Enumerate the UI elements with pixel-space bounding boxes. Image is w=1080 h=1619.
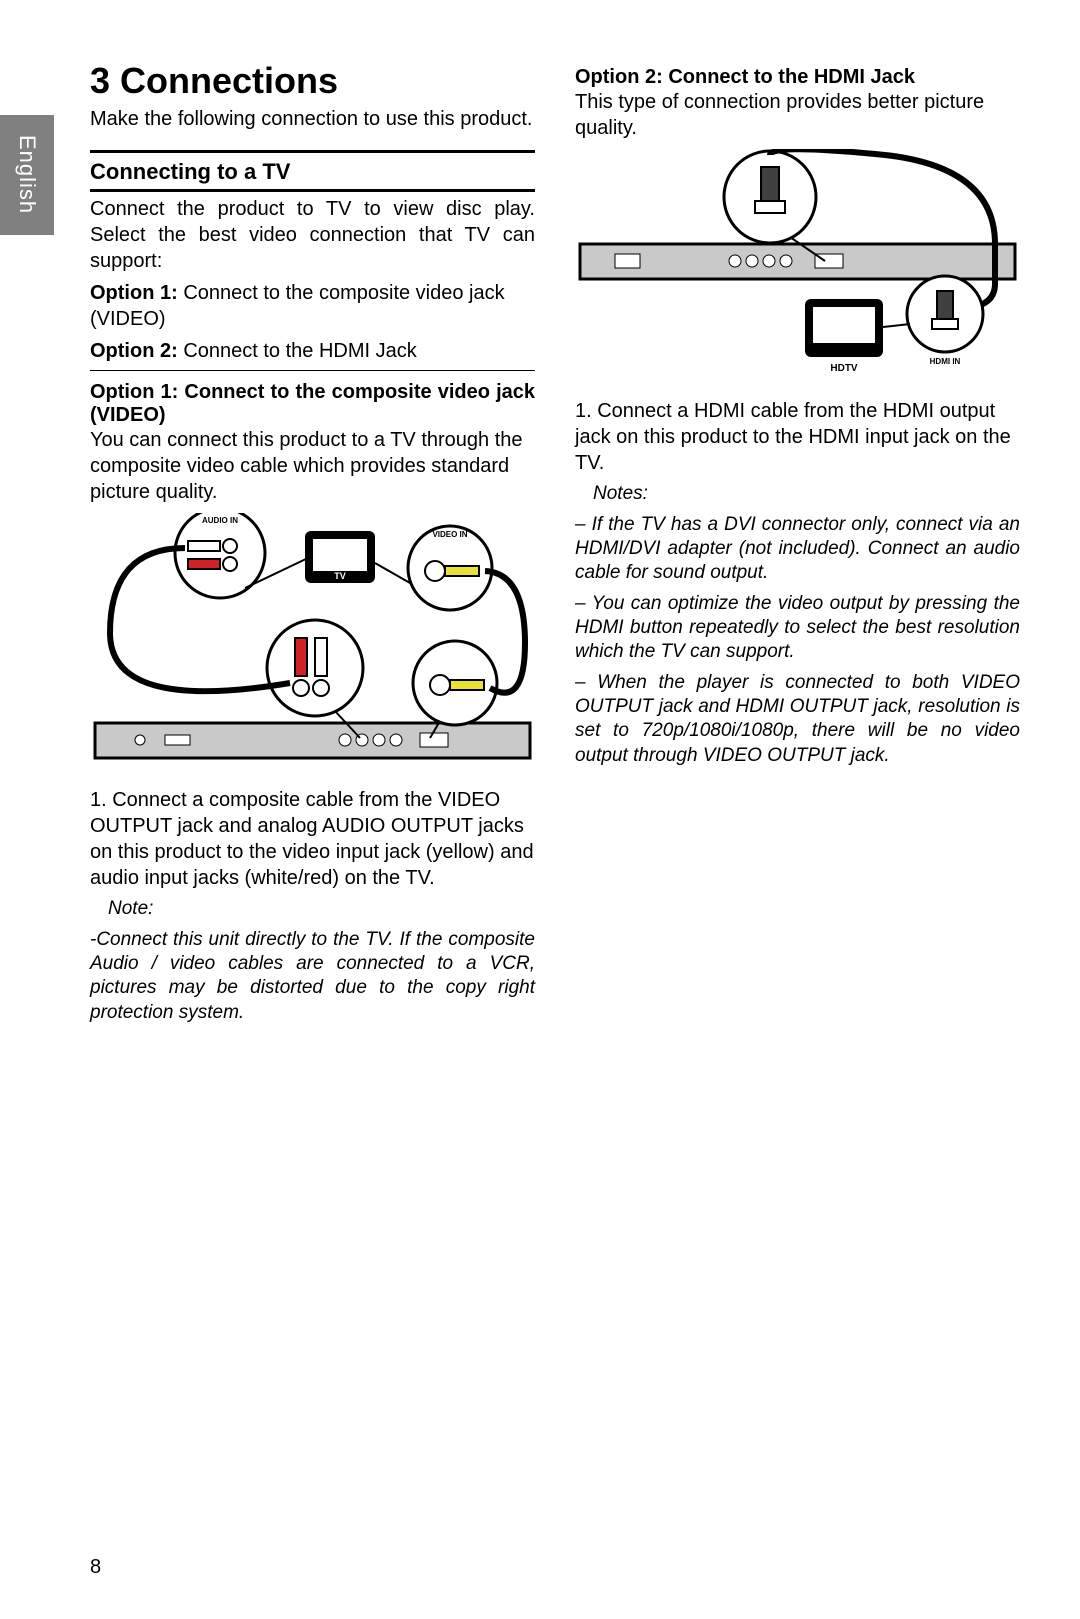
red-plug-icon	[188, 559, 220, 569]
hdmi-in-label: HDMI IN	[930, 357, 961, 366]
section-intro: Connect the product to TV to view disc p…	[90, 196, 535, 274]
note-heading: Note:	[108, 897, 535, 922]
hdmi-plug-icon	[761, 167, 779, 201]
language-tab: English	[0, 115, 54, 235]
composite-connection-diagram: TV AUDIO IN VIDEO IN	[90, 513, 535, 773]
hdtv-label: HDTV	[830, 363, 858, 374]
option2-heading: Option 2: Connect to the HDMI Jack	[575, 66, 1020, 89]
right-column: Option 2: Connect to the HDMI Jack This …	[575, 60, 1020, 1031]
two-column-layout: 3 Connections Make the following connect…	[90, 60, 1020, 1031]
option1-line: Option 1: Connect to the composite video…	[90, 280, 535, 332]
white-plug-icon	[188, 541, 220, 551]
video-in-label: VIDEO IN	[432, 530, 467, 539]
option2-line: Option 2: Connect to the HDMI Jack	[90, 338, 535, 364]
option1-label: Option 1:	[90, 282, 178, 304]
rule-thin	[90, 370, 535, 371]
player-body-2	[580, 244, 1015, 279]
option1-body: You can connect this product to a TV thr…	[90, 427, 535, 505]
option2-body: This type of connection provides better …	[575, 89, 1020, 141]
chapter-heading: 3 Connections	[90, 60, 535, 102]
note-a: – If the TV has a DVI connector only, co…	[575, 513, 1020, 586]
player-body	[95, 723, 530, 758]
notes-heading: Notes:	[593, 482, 1020, 507]
option2-text: Connect to the HDMI Jack	[178, 340, 417, 362]
audio-in-label: AUDIO IN	[202, 516, 238, 525]
note-b: – You can optimize the video output by p…	[575, 592, 1020, 665]
tv-label: TV	[334, 571, 346, 581]
note-c: – When the player is connected to both V…	[575, 671, 1020, 768]
rule-top	[90, 150, 535, 153]
diagram1-svg: TV AUDIO IN VIDEO IN	[90, 513, 535, 773]
yellow-plug-icon	[445, 566, 479, 576]
option1-step1: 1. Connect a composite cable from the VI…	[90, 787, 535, 891]
option1-heading: Option 1: Connect to the composite video…	[90, 381, 535, 427]
language-label: English	[14, 135, 40, 214]
rule-bottom	[90, 189, 535, 192]
page-number: 8	[90, 1556, 101, 1579]
hdmi-connection-diagram: HDTV HDMI IN	[575, 149, 1020, 384]
chapter-intro: Make the following connection to use thi…	[90, 106, 535, 132]
diagram2-svg: HDTV HDMI IN	[575, 149, 1020, 384]
manual-page: English 3 Connections Make the following…	[0, 0, 1080, 1619]
section-heading: Connecting to a TV	[90, 159, 535, 185]
option2-label: Option 2:	[90, 340, 178, 362]
option2-step1: 1. Connect a HDMI cable from the HDMI ou…	[575, 398, 1020, 476]
note-body: -Connect this unit directly to the TV. I…	[90, 928, 535, 1025]
left-column: 3 Connections Make the following connect…	[90, 60, 535, 1031]
